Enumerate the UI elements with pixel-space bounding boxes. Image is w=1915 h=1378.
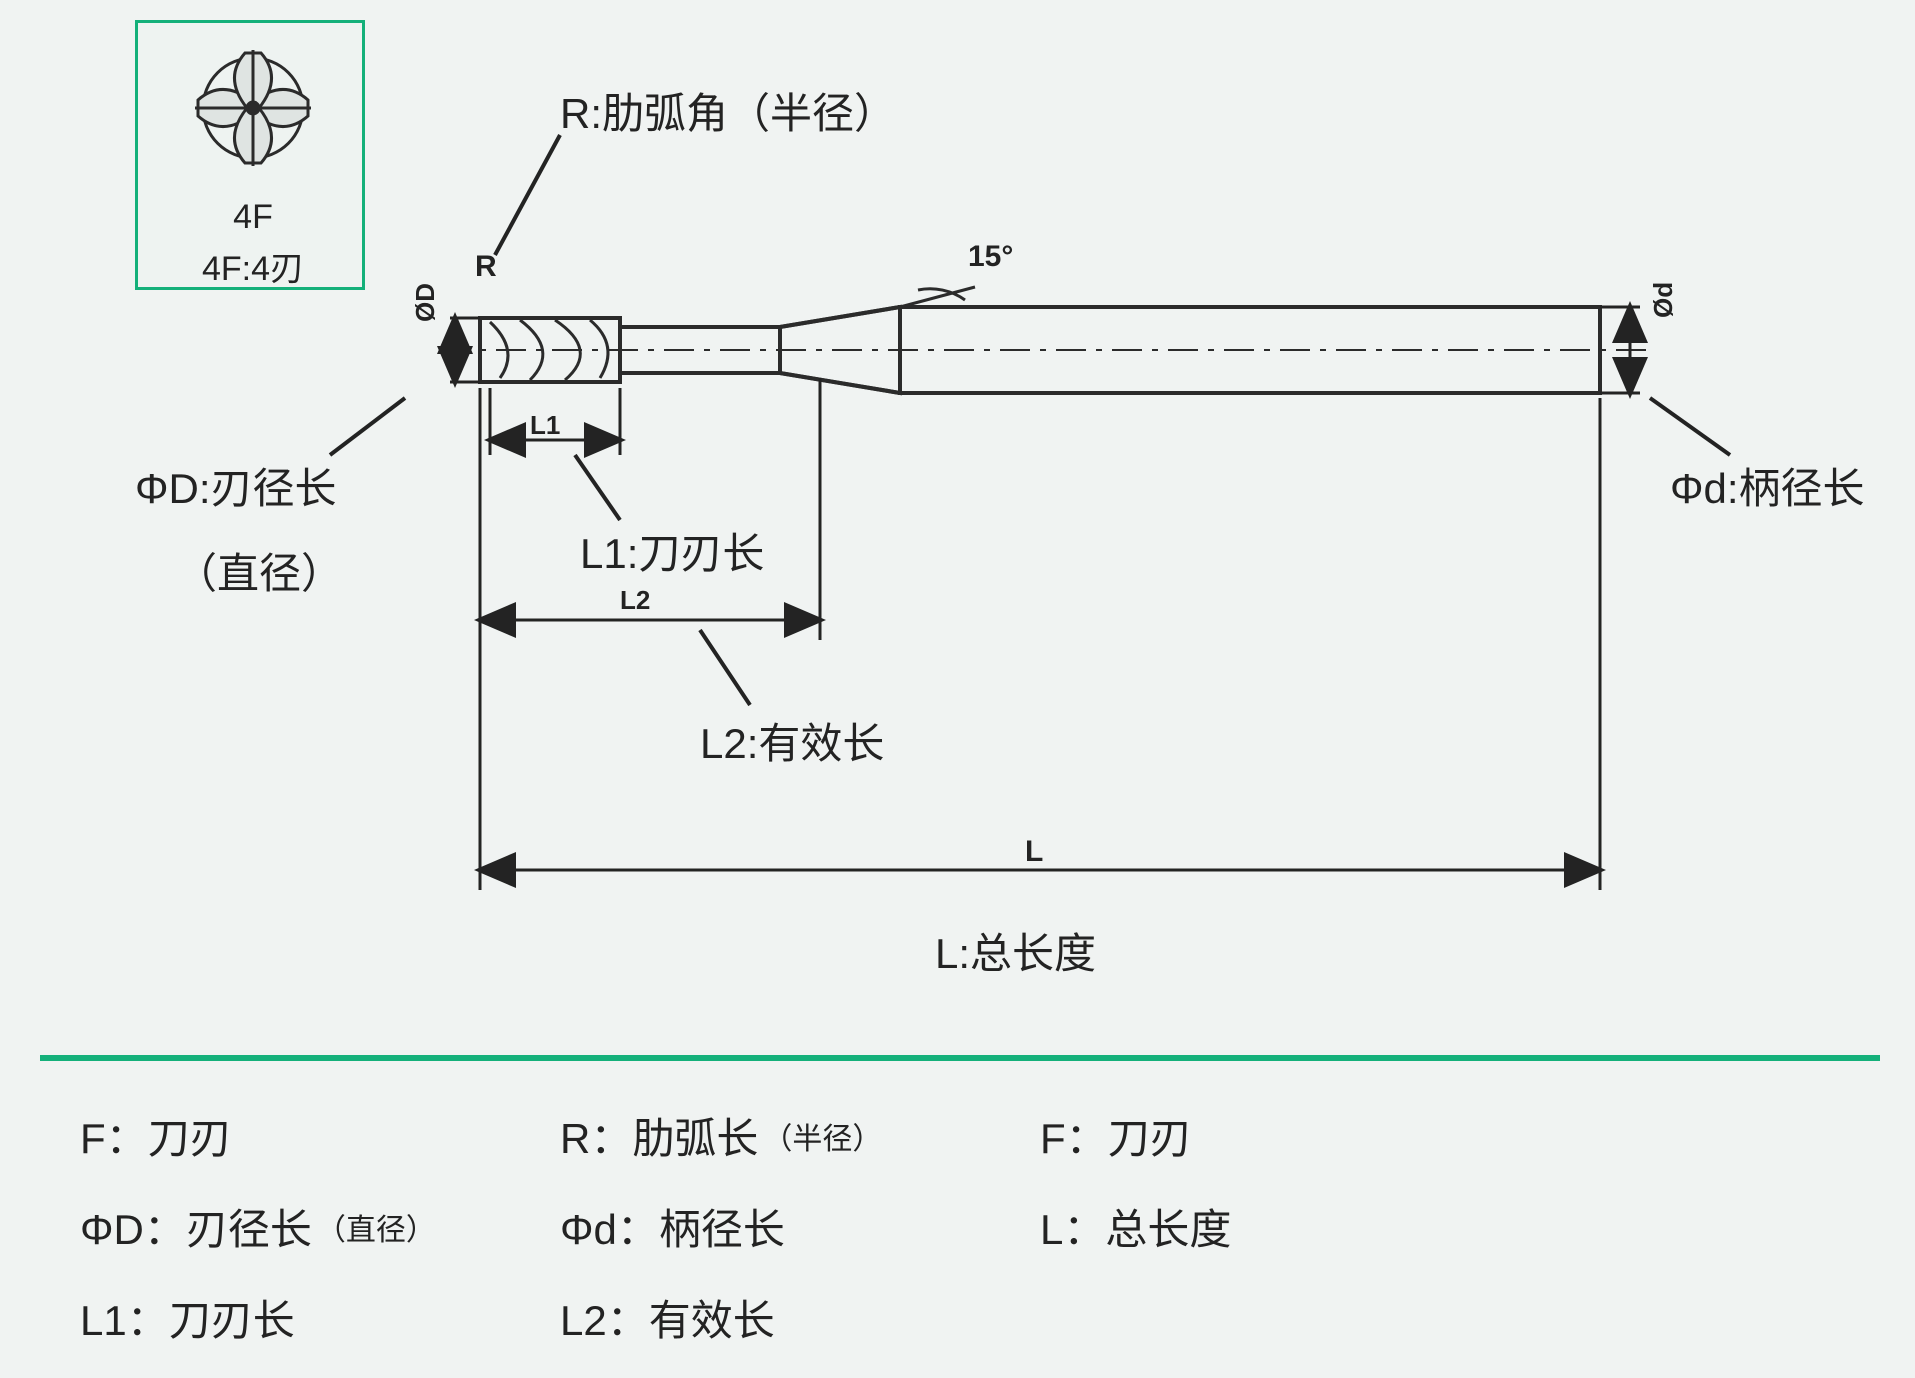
footer-key: L2： [560, 1287, 649, 1348]
phid-vert-label: Ød [1648, 282, 1679, 318]
phiD-desc-1: ΦD:刃径长 [135, 455, 337, 516]
footer-val: 刀刃 [1108, 1105, 1192, 1166]
footer-val: 刀刃长 [169, 1287, 295, 1348]
L2-desc-label: L2:有效长 [700, 710, 884, 771]
angle-label: 15° [968, 240, 1013, 274]
r-small-label: R [475, 250, 497, 284]
footer-item-4: Φd：柄径长 [560, 1196, 980, 1257]
L1-small-label: L1 [530, 410, 560, 441]
footer-item-2: F：刀刃 [1040, 1105, 1460, 1166]
footer-item-1: R：肋弧长（半径） [560, 1105, 980, 1166]
L2-small-label: L2 [620, 585, 650, 616]
footer-suffix: （半径） [762, 1114, 882, 1158]
tool-drawing-svg [0, 0, 1915, 1050]
diagram-canvas: 4F 4F:4刃 [0, 0, 1915, 1323]
r-title-label: R:肋弧角（半径） [560, 80, 896, 141]
footer-val: 柄径长 [659, 1196, 785, 1257]
footer-val: 刃径长 [186, 1196, 312, 1257]
footer-key: ΦD： [80, 1196, 186, 1257]
L1-desc-label: L1:刀刃长 [580, 520, 764, 581]
footer-suffix: （直径） [316, 1205, 436, 1249]
L-desc-label: L:总长度 [935, 920, 1096, 981]
footer-key: L： [1040, 1196, 1105, 1257]
phid-desc: Φd:柄径长 [1670, 455, 1865, 516]
phiD-vert-label: ØD [410, 283, 441, 322]
footer-item-0: F：刀刃 [80, 1105, 500, 1166]
footer-key: L1： [80, 1287, 169, 1348]
footer-key: Φd： [560, 1196, 659, 1257]
footer-item-3: ΦD：刃径长（直径） [80, 1196, 500, 1257]
footer-val: 有效长 [649, 1287, 775, 1348]
footer-key: F： [80, 1105, 148, 1166]
footer-key: F： [1040, 1105, 1108, 1166]
footer-key: R： [560, 1105, 632, 1166]
footer-val: 刀刃 [148, 1105, 232, 1166]
footer-item-5: L：总长度 [1040, 1196, 1460, 1257]
footer-item-7: L2：有效长 [560, 1287, 980, 1348]
green-divider [40, 1055, 1880, 1061]
footer-val: 总长度 [1105, 1196, 1231, 1257]
footer-val: 肋弧长 [632, 1105, 758, 1166]
L-small-label: L [1025, 835, 1043, 869]
phiD-desc-2: （直径） [175, 540, 343, 601]
footer-legend: F：刀刃R：肋弧长（半径）F：刀刃ΦD：刃径长（直径）Φd：柄径长L：总长度L1… [80, 1105, 1855, 1378]
footer-item-6: L1：刀刃长 [80, 1287, 500, 1348]
